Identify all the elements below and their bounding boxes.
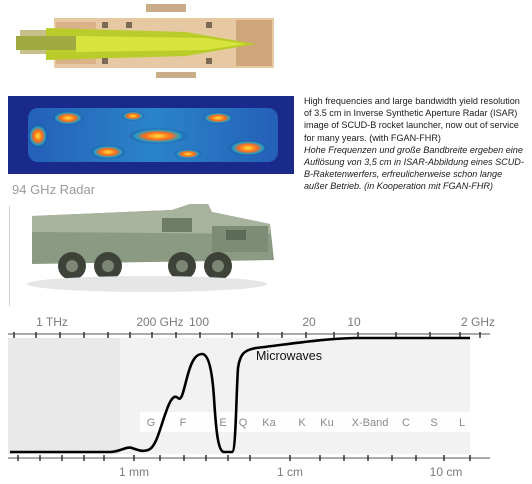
band-label-g: G	[147, 417, 156, 429]
top-axis-label: 200 GHz	[136, 315, 183, 329]
band-label-ku: Ku	[320, 417, 333, 429]
band-label-f: F	[180, 417, 187, 429]
bottom-axis-label: 10 cm	[430, 465, 463, 479]
caption-english: High frequencies and large bandwidth yie…	[304, 96, 520, 143]
top-axis-label: 10	[347, 315, 361, 329]
launcher-top-photo	[6, 2, 278, 80]
band-label-s: S	[430, 417, 437, 429]
microwaves-label: Microwaves	[256, 349, 322, 363]
image-caption: High frequencies and large bandwidth yie…	[304, 95, 526, 193]
band-label-l: L	[459, 417, 465, 429]
top-axis-label: 20	[302, 315, 316, 329]
band-strip	[140, 412, 470, 432]
top-axis-label: 100	[189, 315, 209, 329]
radar-label: 94 GHz Radar	[12, 182, 96, 197]
band-label-k: K	[298, 417, 306, 429]
atmospheric-transmission-chart: 1 THz 200 GHz 100 20 10 2 GHz 1 mm 1 cm 10 cm G F E…	[8, 315, 495, 479]
isar-radar-image	[8, 96, 294, 174]
caption-german: Hohe Frequenzen und große Bandbreite erg…	[304, 144, 524, 192]
band-label-c: C	[402, 417, 410, 429]
left-divider	[9, 206, 10, 306]
top-axis-label: 1 THz	[36, 315, 68, 329]
transmission-curve	[10, 336, 470, 454]
top-axis-label: 2 GHz	[461, 315, 495, 329]
band-label-ka: Ka	[262, 417, 276, 429]
band-label-x-band: X-Band	[352, 417, 389, 429]
scud-launcher-photo	[12, 198, 282, 298]
bottom-axis-label: 1 cm	[277, 465, 303, 479]
opaque-region	[8, 338, 120, 454]
bottom-axis-label: 1 mm	[119, 465, 149, 479]
band-label-q: Q	[239, 417, 248, 429]
band-label-e: E	[219, 417, 226, 429]
